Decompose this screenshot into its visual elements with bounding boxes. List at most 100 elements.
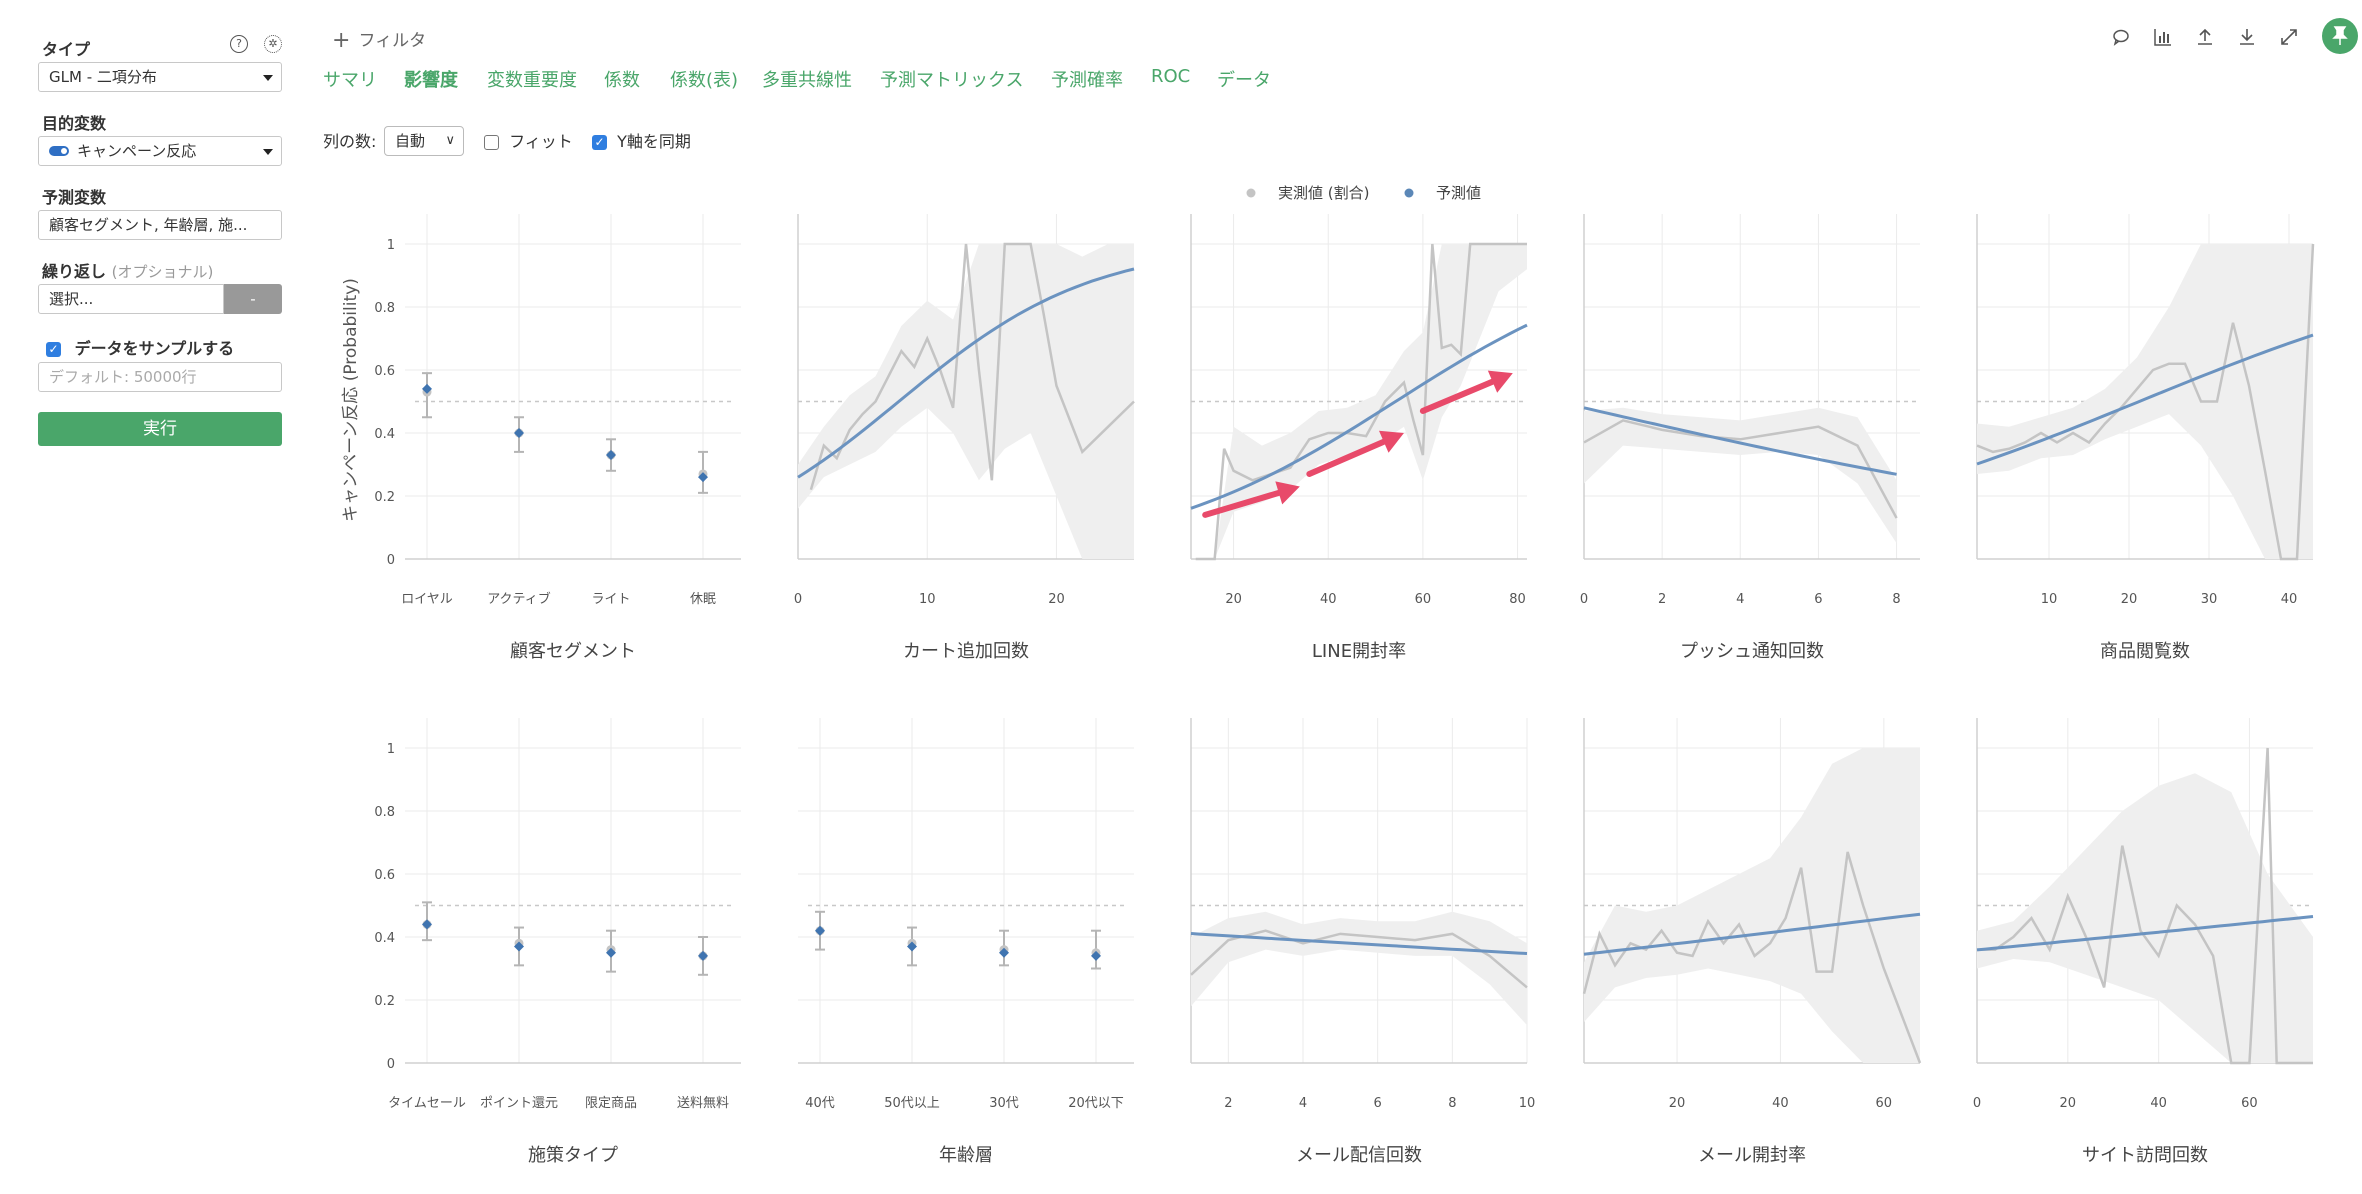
run-button[interactable]: 実行 [38,412,282,446]
confidence-band [1584,748,1920,1063]
upload-icon[interactable] [2194,26,2216,48]
predicted-point [698,950,708,961]
tab-coefficients[interactable]: 係数 [604,70,640,91]
confidence-band [1977,244,2313,559]
expand-icon[interactable] [2278,26,2300,48]
annotation-arrow-head [1275,481,1300,505]
annotation-arrow-shaft [1419,378,1496,414]
legend-actual-marker [1246,188,1256,198]
actual-series-line [809,242,1135,491]
tab-roc[interactable]: ROC [1151,66,1191,87]
panel-title: 施策タイプ [528,1145,618,1166]
x-tick-label: 20 [2060,1096,2077,1111]
comment-icon[interactable] [2110,26,2132,48]
y-tick-label: 0 [387,1057,395,1072]
y-tick-label: 0.4 [374,427,395,442]
tab-effects[interactable]: 影響度 [404,70,458,91]
panel-2: 0 10 20 カート追加回数 [794,214,1135,662]
download-icon[interactable] [2236,26,2258,48]
tab-predicted-probability[interactable]: 予測確率 [1051,70,1123,91]
panel-9: 20 40 60 メール開封率 [1582,718,1922,1166]
confidence-band [1584,407,1897,544]
target-select[interactable]: キャンペーン反応 [38,136,282,166]
actual-series-line [1195,242,1527,561]
tab-prediction-matrix[interactable]: 予測マトリックス [880,70,1024,91]
repeat-optional-text: (オプショナル) [111,263,214,281]
x-tick-label: 30代 [989,1096,1019,1111]
sample-size-input[interactable]: デフォルト: 50000行 [38,362,282,392]
annotation-arrow-shaft [1202,489,1282,518]
x-tick-label: 10 [1519,1096,1536,1111]
sync-y-checkbox[interactable]: ✓ [592,135,607,150]
x-tick-label: 20 [1225,592,1242,607]
target-label: 目的変数 [42,114,107,133]
tab-data[interactable]: データ [1217,70,1271,91]
x-tick-label: 20代以下 [1068,1096,1124,1111]
actual-series-line [1582,851,1922,1064]
panel-title: 商品閲覧数 [2100,641,2190,662]
annotation-arrow-shaft [1306,438,1387,477]
y-tick-label: 0.8 [374,805,395,820]
repeat-clear-button[interactable]: - [224,284,282,314]
x-tick-label: 20 [2121,592,2138,607]
panel-title: メール配信回数 [1296,1145,1422,1166]
x-tick-label: 10 [919,592,936,607]
confidence-band [798,244,1134,559]
x-tick-label: 限定商品 [585,1096,637,1111]
predicted-point [422,919,432,930]
tab-coefficients-table[interactable]: 係数(表) [670,70,739,91]
sidebar: タイプ ? ✲ GLM - 二項分布 目的変数 キャンペーン反応 予測変数 顧客… [0,0,300,1194]
tab-multicollinearity[interactable]: 多重共線性 [762,70,852,91]
predictors-label: 予測変数 [42,188,107,207]
predicted-point [1091,950,1101,961]
sync-y-checkbox-row[interactable]: ✓ Y軸を同期 [592,128,691,156]
x-tick-label: 6 [1814,592,1822,607]
column-type-icon [49,145,69,156]
annotation-arrow-head [1379,430,1404,453]
panel-title: カート追加回数 [903,641,1029,662]
x-tick-label: 40 [2150,1096,2167,1111]
y-tick-label: 0.6 [374,868,395,883]
fit-checkbox-row[interactable]: ✓ フィット [484,128,573,156]
add-filter-button[interactable]: + フィルタ [332,26,426,53]
y-tick-label: 0.6 [374,364,395,379]
panel-10: 0 20 40 60 サイト訪問回数 [1973,718,2314,1166]
actual-series-line [1977,747,2313,1065]
repeat-label-text: 繰り返し [42,262,107,281]
x-tick-label: 2 [1658,592,1666,607]
pin-icon[interactable] [2322,18,2358,54]
confidence-band [1191,244,1527,559]
predicted-point [514,941,524,952]
x-tick-label: 6 [1374,1096,1382,1111]
y-tick-label: 1 [387,742,395,757]
panel-4: 0 2 4 6 8 プッシュ通知回数 [1580,214,1920,662]
predicted-series-line [1190,323,1528,510]
cols-select[interactable]: 自動 ∨ [384,126,464,156]
x-tick-label: 60 [1415,592,1432,607]
predicted-point [999,947,1009,958]
type-select[interactable]: GLM - 二項分布 [38,62,282,92]
tab-summary[interactable]: サマリ [323,70,377,91]
x-tick-label: 休眠 [690,592,716,607]
predictors-field[interactable]: 顧客セグメント, 年齢層, 施... [38,210,282,240]
panel-title: サイト訪問回数 [2082,1145,2208,1166]
question-circle-icon[interactable]: ? [230,35,248,53]
repeat-label: 繰り返し (オプショナル) [42,258,213,282]
sample-checkbox-row[interactable]: ✓ データをサンプルする [46,335,234,359]
gear-icon[interactable]: ✲ [264,35,282,53]
x-tick-label: 2 [1224,1096,1232,1111]
chart-icon[interactable] [2152,26,2174,48]
fit-checkbox[interactable]: ✓ [484,135,499,150]
sample-checkbox[interactable]: ✓ [46,342,61,357]
legend-predicted-marker [1404,188,1414,198]
sample-size-placeholder: デフォルト: 50000行 [49,368,197,386]
repeat-select[interactable]: 選択... [38,284,224,314]
predicted-series-line [1976,915,2314,952]
panel-3: 20 40 60 80 LINE開封率 [1190,214,1528,662]
caret-down-icon [263,75,273,81]
predicted-point [815,925,825,936]
x-tick-label: 10 [2041,592,2058,607]
tab-variable-importance[interactable]: 変数重要度 [487,70,577,91]
